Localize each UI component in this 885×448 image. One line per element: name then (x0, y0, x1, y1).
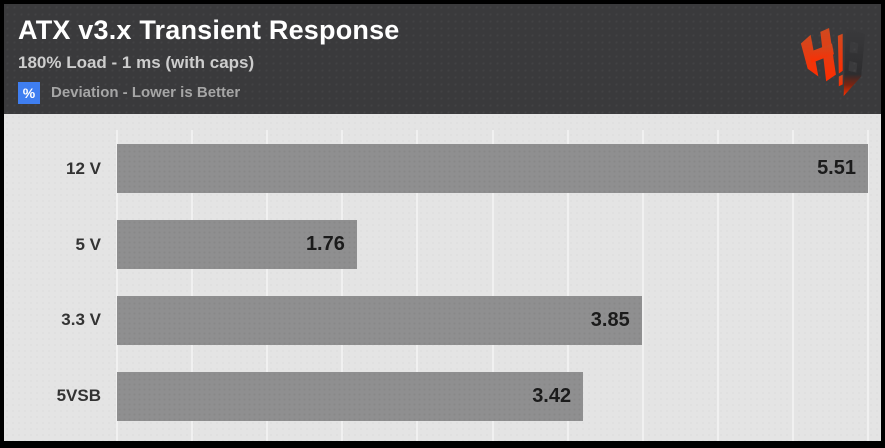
bar-track: 3.42 (117, 371, 868, 421)
value-label: 1.76 (305, 233, 345, 256)
gridline (791, 130, 794, 441)
bar-track: 3.85 (117, 295, 868, 345)
gridline (491, 130, 494, 441)
bar: 3.85 (117, 295, 642, 345)
category-label: 5 V (75, 234, 101, 254)
bar-row: 3.3 V 3.85 (4, 283, 868, 359)
gridline (416, 130, 419, 441)
chart-subtitle: 180% Load - 1 ms (with caps) (18, 52, 255, 72)
bar-row: 5VSB 3.42 (4, 358, 868, 434)
category-label: 12 V (66, 158, 101, 178)
legend-note: Deviation - Lower is Better (51, 84, 241, 102)
bar: 3.42 (117, 371, 584, 421)
hardware-busters-logo-icon (800, 27, 866, 97)
gridline (116, 130, 118, 441)
chart-legend: % Deviation - Lower is Better (18, 81, 865, 104)
bar: 5.51 (117, 144, 868, 194)
percent-unit-badge: % (18, 81, 40, 104)
gridlines (116, 130, 869, 441)
gridline (341, 130, 344, 441)
category-label: 3.3 V (61, 310, 101, 330)
value-label: 5.51 (817, 157, 856, 180)
bar-track: 5.51 (117, 144, 868, 194)
gridline (266, 130, 269, 441)
bar-row: 5 V 1.76 (4, 207, 868, 283)
bar-chart-plot: 12 V 5.51 5 V 1.76 3.3 V 3.85 5VSB 3.42 (4, 114, 881, 441)
gridline (641, 130, 644, 441)
value-label: 3.85 (590, 308, 630, 331)
value-label: 3.42 (532, 384, 572, 407)
gridline (716, 130, 719, 441)
gridline (191, 130, 194, 441)
bar-row: 12 V 5.51 (4, 131, 868, 207)
bar: 1.76 (117, 220, 357, 270)
chart-header: ATX v3.x Transient Response 180% Load - … (4, 4, 881, 114)
gridline (566, 130, 569, 441)
chart-title: ATX v3.x Transient Response (18, 15, 400, 45)
bar-track: 1.76 (117, 220, 868, 270)
bar-rows: 12 V 5.51 5 V 1.76 3.3 V 3.85 5VSB 3.42 (4, 131, 868, 434)
gridline (867, 130, 869, 441)
category-label: 5VSB (56, 386, 101, 406)
